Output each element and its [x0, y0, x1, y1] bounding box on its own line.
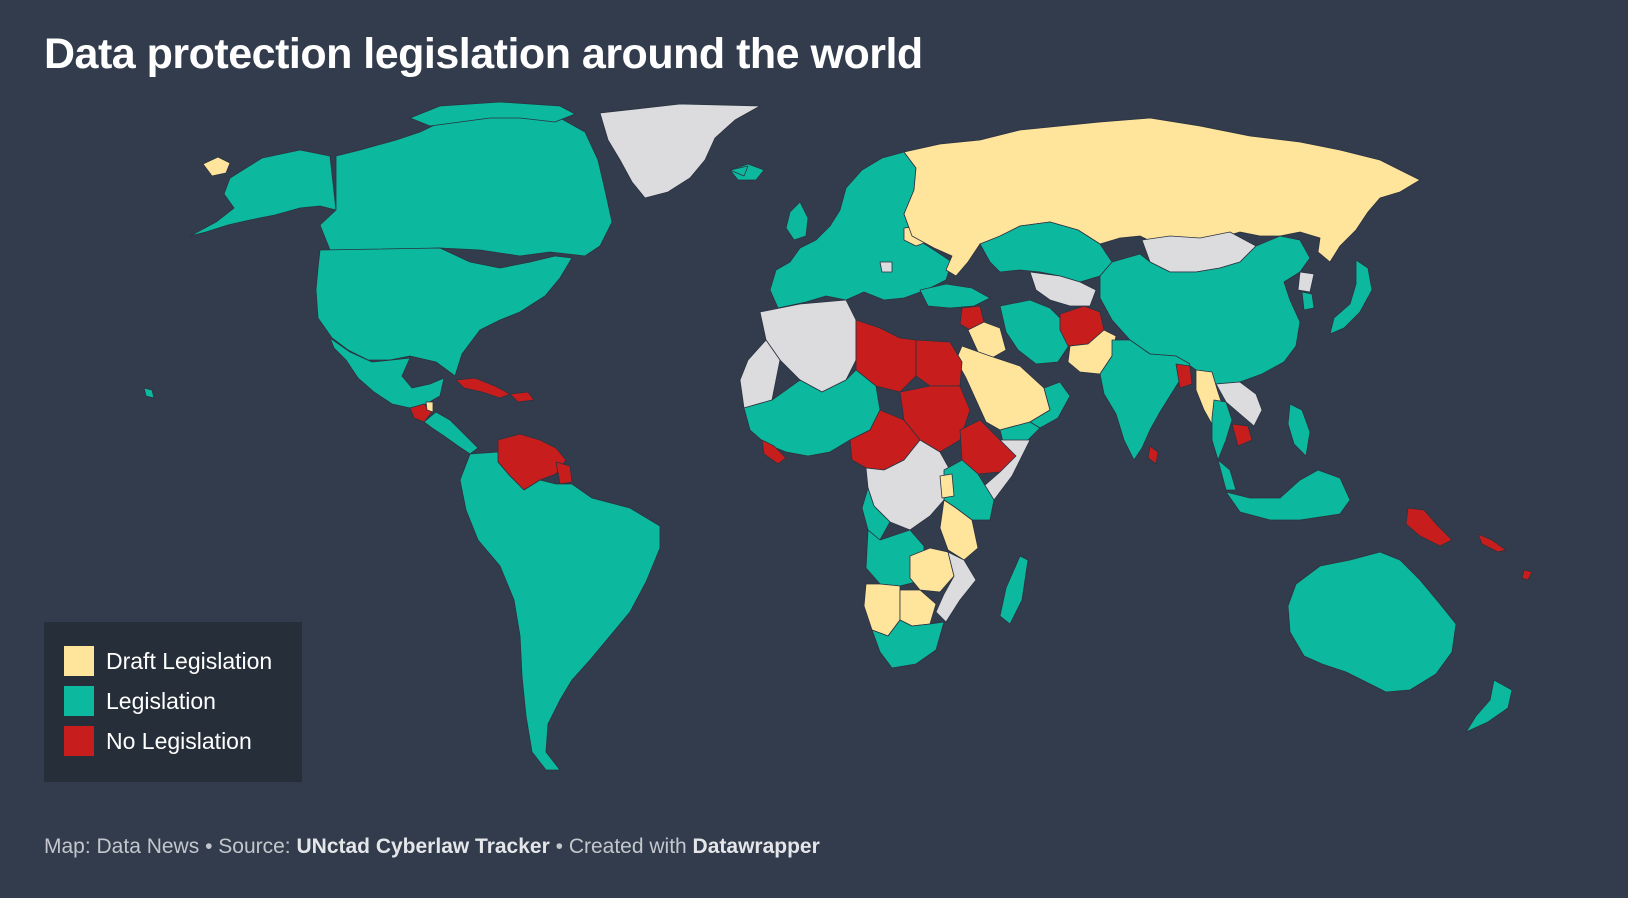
country-usa — [315, 247, 573, 377]
country-turkey — [919, 283, 991, 309]
country-svalbard-like — [729, 165, 749, 177]
country-mozambique-nodata — [935, 551, 977, 623]
country-philippines — [1287, 403, 1311, 457]
country-madagascar — [999, 555, 1029, 625]
region-aleutians-draft — [202, 156, 231, 177]
country-uk — [785, 201, 809, 241]
country-uganda-draft — [939, 473, 955, 499]
country-central-america — [423, 411, 479, 455]
country-sri-lanka — [1147, 445, 1159, 465]
footer-separator-2: • — [549, 835, 569, 858]
region-laos-vietnam-nodata — [1215, 381, 1263, 427]
country-thailand — [1211, 399, 1233, 461]
country-north-korea — [1297, 271, 1315, 293]
legend-item-legislation: Legislation — [64, 686, 216, 716]
region-zambia-draft — [909, 547, 955, 593]
country-japan — [1329, 259, 1373, 335]
country-india — [1099, 339, 1191, 461]
country-russia — [903, 117, 1421, 277]
footer-credits: Map: Data News • Source: UNctad Cyberlaw… — [44, 835, 820, 859]
country-hawaii — [143, 387, 155, 399]
country-indonesia — [1225, 469, 1351, 521]
country-south-america — [459, 451, 661, 771]
country-solomon — [1477, 533, 1507, 553]
legend: Draft Legislation Legislation No Legisla… — [44, 622, 302, 782]
footer-created-prefix: Created with — [568, 835, 693, 858]
country-south-korea — [1301, 291, 1315, 311]
country-sierra-leone-liberia — [761, 439, 787, 465]
country-tanzania-draft — [939, 499, 979, 561]
country-malaysia — [1217, 459, 1237, 491]
country-iran — [999, 299, 1071, 365]
country-cuba — [455, 377, 511, 399]
country-south-africa — [871, 619, 945, 669]
legend-label-legislation: Legislation — [106, 687, 216, 714]
legend-item-draft: Draft Legislation — [64, 646, 272, 676]
country-fiji — [1521, 569, 1533, 581]
country-guyana — [555, 461, 573, 485]
region-canada-islands — [409, 101, 576, 127]
footer-source-link[interactable]: UNctad Cyberlaw Tracker — [296, 835, 550, 858]
footer-map-credit: Map: Data News — [44, 835, 200, 858]
country-canada — [319, 109, 613, 257]
footer-source-prefix: Source: — [218, 835, 297, 858]
country-haiti-dr — [509, 391, 535, 403]
region-oman-uae — [1029, 381, 1071, 429]
country-papua-new-guinea — [1405, 507, 1453, 547]
country-belize — [425, 401, 434, 413]
legend-label-no-legislation: No Legislation — [106, 727, 252, 754]
footer-tool-link[interactable]: Datawrapper — [692, 835, 820, 858]
legend-swatch-legislation — [64, 686, 94, 716]
country-greenland — [599, 103, 761, 199]
country-alaska — [189, 149, 337, 237]
region-central-asia-nodata — [1029, 271, 1097, 307]
country-cambodia — [1231, 423, 1253, 447]
country-bosnia — [879, 261, 893, 273]
legend-label-draft: Draft Legislation — [106, 647, 273, 674]
footer-separator-1: • — [199, 835, 219, 858]
legend-swatch-no-legislation — [64, 726, 94, 756]
country-new-zealand — [1465, 679, 1513, 733]
countries — [143, 101, 1533, 771]
country-egypt — [915, 339, 963, 387]
country-botswana-draft — [899, 589, 937, 627]
page-title: Data protection legislation around the w… — [44, 30, 923, 78]
country-mexico — [329, 337, 445, 409]
legend-item-no-legislation: No Legislation — [64, 726, 252, 756]
legend-swatch-draft — [64, 646, 94, 676]
country-bangladesh — [1175, 363, 1193, 389]
country-australia — [1287, 551, 1457, 693]
